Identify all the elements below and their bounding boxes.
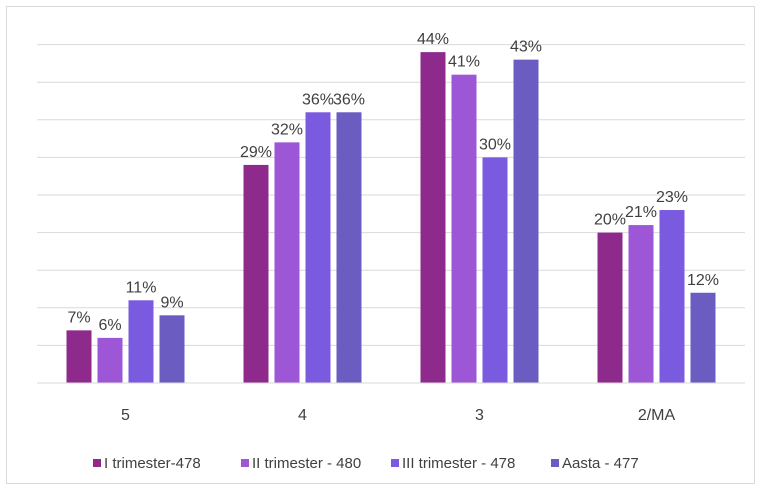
data-label: 43% xyxy=(510,39,542,56)
data-label: 7% xyxy=(67,309,90,326)
bar xyxy=(659,210,685,383)
bar xyxy=(597,232,623,383)
data-label: 11% xyxy=(126,279,157,296)
data-label: 20% xyxy=(594,212,626,229)
bar xyxy=(482,157,508,383)
bar xyxy=(66,330,92,383)
data-label: 21% xyxy=(625,204,657,221)
bar xyxy=(128,300,154,383)
data-label: 12% xyxy=(687,272,719,289)
data-label: 6% xyxy=(98,317,121,334)
legend-swatch xyxy=(93,459,101,467)
x-tick-label: 2/MA xyxy=(638,407,676,424)
data-label: 36% xyxy=(302,91,334,108)
data-label: 32% xyxy=(271,121,303,138)
data-label: 36% xyxy=(333,91,365,108)
x-tick-label: 5 xyxy=(121,407,130,424)
legend-swatch xyxy=(391,459,399,467)
x-tick-label: 4 xyxy=(298,407,307,424)
legend-swatch xyxy=(551,459,559,467)
bar xyxy=(420,52,446,384)
data-label: 9% xyxy=(160,294,183,311)
chart-frame: 7% 6% 11% 9% 29% 32% 36% 36% 44% 41% 30% 43% 20% 21% 2… xyxy=(6,6,755,484)
data-labels: 7% 6% 11%9% 29% 32% 36%36% 44% 41% 30% 43% 20%21%2… xyxy=(67,31,719,334)
data-label: 41% xyxy=(448,54,480,71)
x-tick-labels: 5 4 3 2/MA xyxy=(121,407,675,424)
bar xyxy=(336,112,362,383)
data-label: 23% xyxy=(656,189,688,206)
legend-swatch xyxy=(241,459,249,467)
data-label: 29% xyxy=(240,144,272,161)
bar-chart: 7% 6%11%9%29%32%36%36%44%41%30%43%20%21%2… xyxy=(37,31,745,472)
x-tick-label: 3 xyxy=(475,407,484,424)
bar xyxy=(513,59,539,383)
data-label: 30% xyxy=(479,136,511,153)
legend: I trimester-478 II trimester - 480 III tri… xyxy=(93,455,639,472)
bar xyxy=(243,164,269,383)
legend-label: III trimester - 478 xyxy=(402,455,515,472)
bars xyxy=(66,52,716,384)
bar xyxy=(274,142,300,383)
legend-label: Aasta - 477 xyxy=(562,455,639,472)
bar xyxy=(690,292,716,383)
bar xyxy=(97,337,123,383)
bar xyxy=(628,225,654,383)
bar xyxy=(305,112,331,383)
data-label: 44% xyxy=(417,31,449,48)
bar xyxy=(159,315,185,383)
bar xyxy=(451,74,477,384)
legend-label: I trimester-478 xyxy=(104,455,201,472)
legend-label: II trimester - 480 xyxy=(252,455,361,472)
gridlines xyxy=(37,44,745,346)
